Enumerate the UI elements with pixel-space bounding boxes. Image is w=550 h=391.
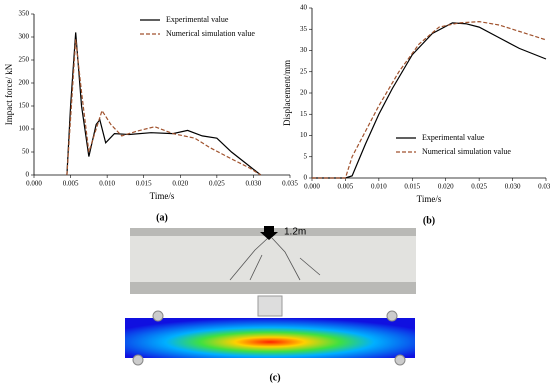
x-tick-label: 0.035 bbox=[538, 183, 550, 191]
y-tick-label: 35 bbox=[300, 25, 308, 33]
series-line bbox=[312, 20, 547, 179]
y-tick-label: 350 bbox=[19, 10, 30, 18]
x-axis-label: Time/s bbox=[150, 191, 175, 201]
y-tick-label: 25 bbox=[300, 67, 308, 75]
panel-label: (c) bbox=[269, 372, 280, 383]
legend-label: Experimental value bbox=[166, 15, 229, 24]
x-tick-label: 0.030 bbox=[505, 183, 521, 191]
y-tick-label: 100 bbox=[19, 125, 30, 133]
y-tick-label: 5 bbox=[304, 152, 308, 160]
x-tick-label: 0.005 bbox=[338, 183, 354, 191]
y-tick-label: 40 bbox=[300, 4, 308, 12]
y-tick-label: 250 bbox=[19, 56, 30, 64]
x-tick-label: 0.020 bbox=[172, 180, 188, 188]
y-tick-label: 30 bbox=[300, 46, 308, 54]
x-tick-label: 0.015 bbox=[136, 180, 152, 188]
photo: 1.2m bbox=[130, 226, 416, 294]
x-tick-label: 0.035 bbox=[282, 180, 298, 188]
legend-label: Numerical simulation value bbox=[422, 147, 511, 156]
x-tick-label: 0.015 bbox=[404, 183, 420, 191]
x-tick-label: 0.030 bbox=[246, 180, 262, 188]
x-tick-label: 0.010 bbox=[371, 183, 387, 191]
x-tick-label: 0.005 bbox=[63, 180, 79, 188]
x-tick-label: 0.000 bbox=[304, 183, 320, 191]
y-tick-label: 300 bbox=[19, 33, 30, 41]
series-line bbox=[66, 32, 262, 176]
y-axis-label: Impact force/ kN bbox=[4, 63, 14, 125]
y-tick-label: 150 bbox=[19, 102, 30, 110]
x-tick-label: 0.000 bbox=[26, 180, 42, 188]
y-tick-label: 200 bbox=[19, 79, 30, 87]
y-axis-label: Displacement/mm bbox=[282, 60, 292, 126]
y-tick-label: 10 bbox=[300, 131, 308, 139]
y-tick-label: 50 bbox=[22, 148, 30, 156]
y-tick-label: 20 bbox=[300, 89, 308, 97]
x-tick-label: 0.025 bbox=[209, 180, 225, 188]
x-axis-label: Time/s bbox=[417, 194, 442, 204]
panel-label: (b) bbox=[423, 215, 435, 226]
y-tick-label: 0 bbox=[304, 174, 308, 182]
x-tick-label: 0.010 bbox=[99, 180, 115, 188]
series-line bbox=[66, 39, 262, 176]
x-tick-label: 0.020 bbox=[438, 183, 454, 191]
panel-label: (a) bbox=[156, 212, 168, 223]
simulation bbox=[125, 295, 415, 366]
y-tick-label: 0 bbox=[26, 171, 30, 179]
series-line bbox=[312, 22, 547, 179]
y-tick-label: 15 bbox=[300, 110, 308, 118]
annotation: 1.2m bbox=[284, 227, 306, 238]
x-tick-label: 0.025 bbox=[471, 183, 487, 191]
legend-label: Experimental value bbox=[422, 133, 485, 142]
legend-label: Numerical simulation value bbox=[166, 29, 255, 38]
